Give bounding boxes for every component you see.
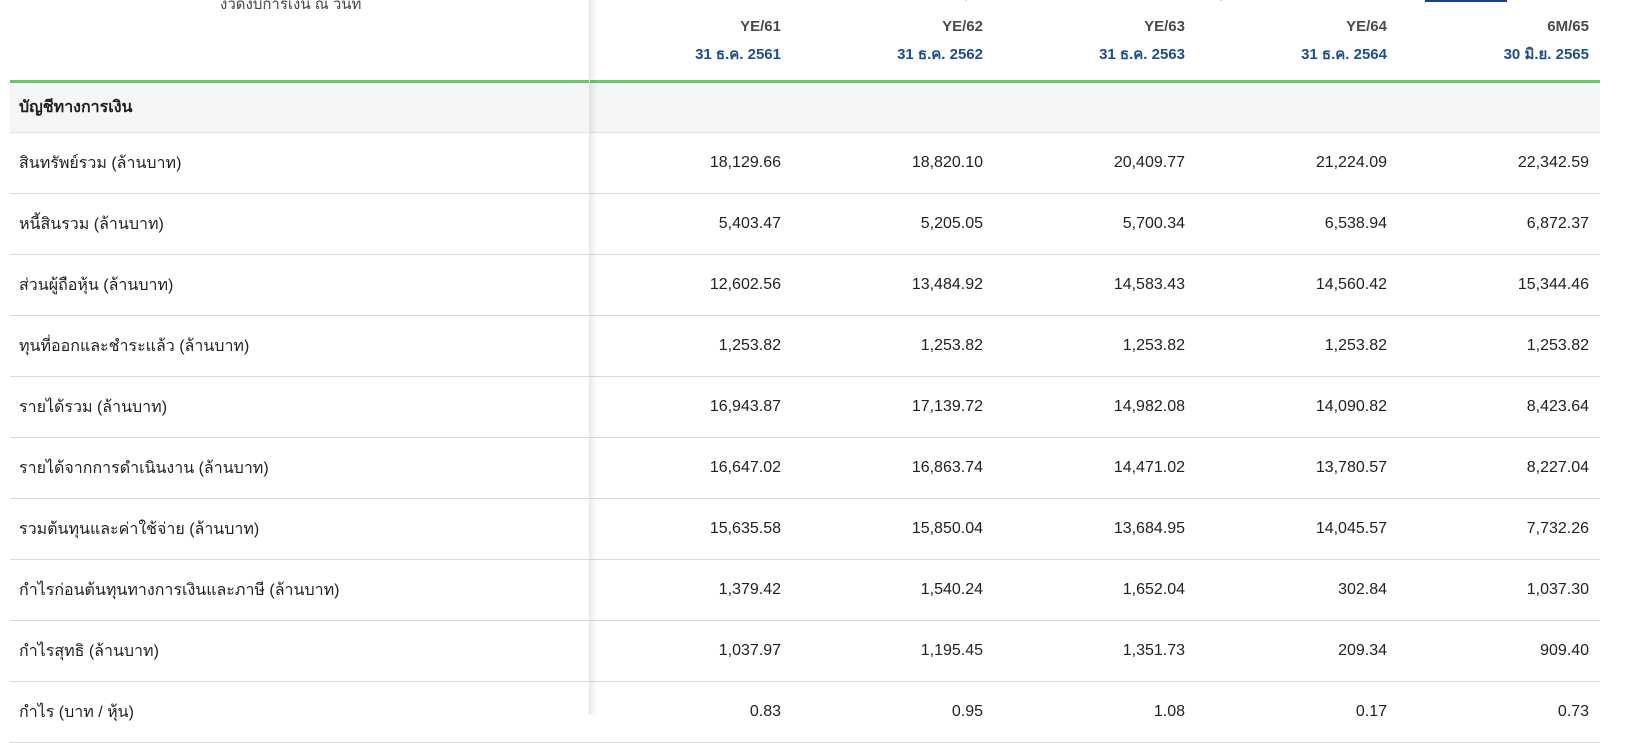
row-value: 6,872.37 <box>1398 193 1600 255</box>
row-value: 8,227.04 <box>1398 437 1600 499</box>
table-row: กำไรสุทธิ (ล้านบาท) 1,037.97 1,195.45 1,… <box>10 620 1600 682</box>
row-value: 6,538.94 <box>1196 193 1398 255</box>
row-value: 1,037.30 <box>1398 559 1600 621</box>
row-label: รวมต้นทุนและค่าใช้จ่าย (ล้านบาท) <box>10 498 590 560</box>
column-date: 31 ธ.ค. 2561 <box>695 46 781 63</box>
row-value: 1,540.24 <box>792 559 994 621</box>
row-value: 16,647.02 <box>590 437 792 499</box>
table-row: ทุนที่ออกและชำระแล้ว (ล้านบาท) 1,253.82 … <box>10 315 1600 377</box>
column-header-ye61: YE/61 31 ธ.ค. 2561 <box>590 0 792 83</box>
row-value: 1,253.82 <box>792 315 994 377</box>
row-value: 0.17 <box>1196 681 1398 743</box>
column-code: 6M/65 <box>1547 18 1589 35</box>
row-value: 14,090.82 <box>1196 376 1398 438</box>
row-value: 14,471.02 <box>994 437 1196 499</box>
row-value: 13,780.57 <box>1196 437 1398 499</box>
row-value: 21,224.09 <box>1196 132 1398 194</box>
row-label: กำไรสุทธิ (ล้านบาท) <box>10 620 590 682</box>
row-label: รายได้รวม (ล้านบาท) <box>10 376 590 438</box>
row-value: 13,684.95 <box>994 498 1196 560</box>
sticky-column-shadow <box>590 0 598 715</box>
column-code: YE/62 <box>942 18 983 35</box>
period-title: งวดงบการเงิน ณ วันที่ <box>220 0 362 13</box>
row-value: 15,635.58 <box>590 498 792 560</box>
row-value: 909.40 <box>1398 620 1600 682</box>
row-value: 1,253.82 <box>1196 315 1398 377</box>
column-code: YE/64 <box>1346 18 1387 35</box>
column-date: 31 ธ.ค. 2562 <box>897 46 983 63</box>
row-value: 16,943.87 <box>590 376 792 438</box>
table-row: กำไร (บาท / หุ้น) 0.83 0.95 1.08 0.17 0.… <box>10 681 1600 743</box>
row-value: 0.95 <box>792 681 994 743</box>
row-value: 1,253.82 <box>590 315 792 377</box>
column-header-ye64: YE/64 31 ธ.ค. 2564 <box>1196 0 1398 83</box>
table-row: สินทรัพย์รวม (ล้านบาท) 18,129.66 18,820.… <box>10 132 1600 194</box>
column-code: YE/63 <box>1144 18 1185 35</box>
column-date: 30 มิ.ย. 2565 <box>1503 46 1589 63</box>
row-value: 1,652.04 <box>994 559 1196 621</box>
row-label: กำไรก่อนต้นทุนทางการเงินและภาษี (ล้านบาท… <box>10 559 590 621</box>
row-value: 1,253.82 <box>1398 315 1600 377</box>
row-label: สินทรัพย์รวม (ล้านบาท) <box>10 132 590 194</box>
row-value: 20,409.77 <box>994 132 1196 194</box>
row-value: 15,850.04 <box>792 498 994 560</box>
row-label: รายได้จากการดำเนินงาน (ล้านบาท) <box>10 437 590 499</box>
row-value: 16,863.74 <box>792 437 994 499</box>
financial-statement-table: งวดงบการเงิน ณ วันที่ YE/61 31 ธ.ค. 2561… <box>10 0 1600 743</box>
table-row: หนี้สินรวม (ล้านบาท) 5,403.47 5,205.05 5… <box>10 193 1600 255</box>
row-value: 1.08 <box>994 681 1196 743</box>
header-label-cell: งวดงบการเงิน ณ วันที่ <box>10 0 590 83</box>
row-value: 8,423.64 <box>1398 376 1600 438</box>
row-value: 22,342.59 <box>1398 132 1600 194</box>
row-value: 5,700.34 <box>994 193 1196 255</box>
row-value: 15,344.46 <box>1398 254 1600 316</box>
column-header-ye63: YE/63 31 ธ.ค. 2563 <box>994 0 1196 83</box>
row-value: 302.84 <box>1196 559 1398 621</box>
table-row: รายได้รวม (ล้านบาท) 16,943.87 17,139.72 … <box>10 376 1600 438</box>
section-title: บัญชีทางการเงิน <box>10 81 1600 133</box>
row-value: 5,205.05 <box>792 193 994 255</box>
table-row: รวมต้นทุนและค่าใช้จ่าย (ล้านบาท) 15,635.… <box>10 498 1600 560</box>
row-value: 12,602.56 <box>590 254 792 316</box>
row-value: 18,820.10 <box>792 132 994 194</box>
column-date: 31 ธ.ค. 2563 <box>1099 46 1185 63</box>
table-row: ส่วนผู้ถือหุ้น (ล้านบาท) 12,602.56 13,48… <box>10 254 1600 316</box>
header-row: งวดงบการเงิน ณ วันที่ YE/61 31 ธ.ค. 2561… <box>10 0 1600 83</box>
row-value: 209.34 <box>1196 620 1398 682</box>
row-value: 14,045.57 <box>1196 498 1398 560</box>
row-value: 14,583.43 <box>994 254 1196 316</box>
row-value: 5,403.47 <box>590 193 792 255</box>
table-row: รายได้จากการดำเนินงาน (ล้านบาท) 16,647.0… <box>10 437 1600 499</box>
row-value: 14,982.08 <box>994 376 1196 438</box>
row-label: ทุนที่ออกและชำระแล้ว (ล้านบาท) <box>10 315 590 377</box>
row-value: 13,484.92 <box>792 254 994 316</box>
row-value: 7,732.26 <box>1398 498 1600 560</box>
row-value: 14,560.42 <box>1196 254 1398 316</box>
column-code: YE/61 <box>740 18 781 35</box>
row-value: 1,253.82 <box>994 315 1196 377</box>
row-label: ส่วนผู้ถือหุ้น (ล้านบาท) <box>10 254 590 316</box>
row-value: 1,379.42 <box>590 559 792 621</box>
column-header-6m65: 6M/65 30 มิ.ย. 2565 <box>1398 0 1600 83</box>
sticky-column-divider <box>589 0 590 715</box>
row-value: 1,195.45 <box>792 620 994 682</box>
row-value: 0.83 <box>590 681 792 743</box>
column-header-ye62: YE/62 31 ธ.ค. 2562 <box>792 0 994 83</box>
row-label: กำไร (บาท / หุ้น) <box>10 681 590 743</box>
row-value: 17,139.72 <box>792 376 994 438</box>
column-date: 31 ธ.ค. 2564 <box>1301 46 1387 63</box>
row-value: 1,037.97 <box>590 620 792 682</box>
row-value: 0.73 <box>1398 681 1600 743</box>
table-row: กำไรก่อนต้นทุนทางการเงินและภาษี (ล้านบาท… <box>10 559 1600 621</box>
row-value: 18,129.66 <box>590 132 792 194</box>
row-label: หนี้สินรวม (ล้านบาท) <box>10 193 590 255</box>
section-row: บัญชีทางการเงิน <box>10 81 1600 133</box>
row-value: 1,351.73 <box>994 620 1196 682</box>
